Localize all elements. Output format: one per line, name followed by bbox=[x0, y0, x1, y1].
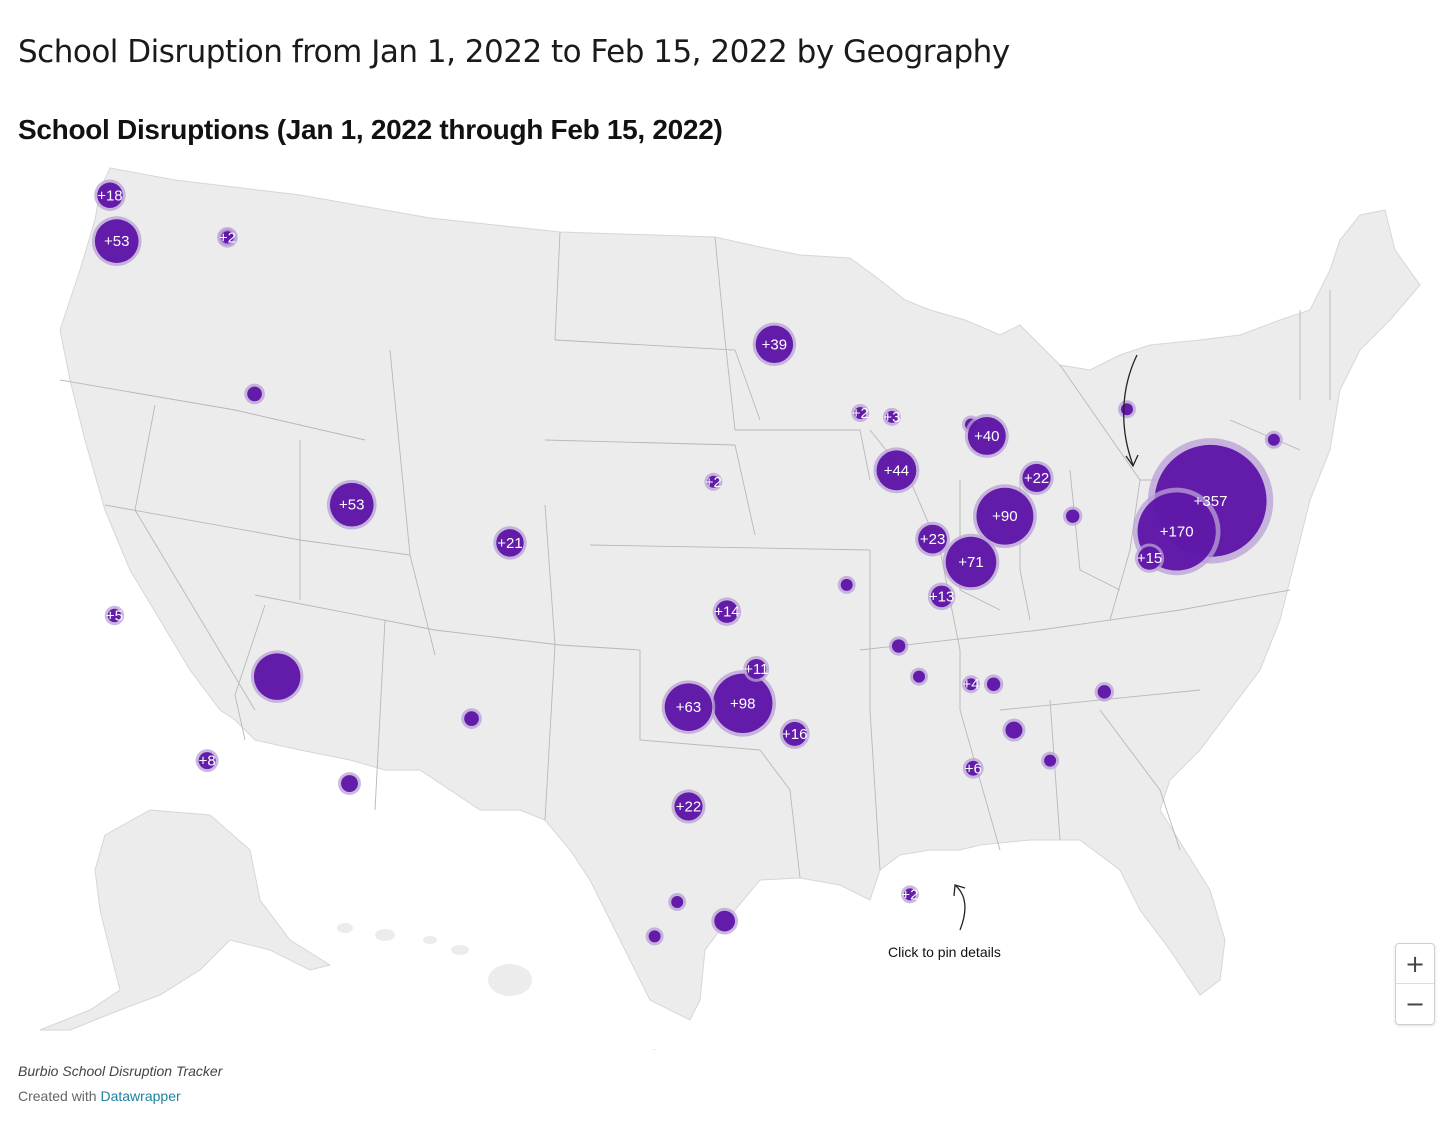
state-borders bbox=[59, 231, 1331, 879]
bubble-value-label: +6 bbox=[965, 760, 982, 777]
labeled-bubble[interactable] bbox=[930, 585, 953, 608]
bubble-value-label: +3 bbox=[883, 409, 900, 426]
bubble-value-label: +16 bbox=[782, 726, 807, 743]
bubble-value-label: +2 bbox=[705, 474, 722, 491]
bubble-value-label: +5 bbox=[106, 607, 123, 624]
land-layer bbox=[39, 167, 1421, 1031]
labeled-bubble[interactable] bbox=[965, 760, 981, 776]
us-bubble-map[interactable]: +357+170 +98 +90 +71 +63 +53 +53 +44 +40 +39 +23 +2… bbox=[0, 150, 1456, 1050]
labeled-bubble[interactable] bbox=[107, 608, 122, 623]
bubble-value-label: +8 bbox=[199, 753, 216, 770]
bubble-value-label: +44 bbox=[884, 462, 909, 479]
bubble-value-label: +21 bbox=[497, 535, 522, 552]
labeled-bubble[interactable] bbox=[976, 487, 1034, 545]
labeled-bubble[interactable] bbox=[1022, 463, 1051, 493]
labeled-bubble[interactable] bbox=[746, 659, 767, 679]
alaska-shape bbox=[39, 809, 332, 1031]
contiguous-us-shape bbox=[59, 167, 1421, 1021]
bubble-value-label: +53 bbox=[339, 497, 364, 514]
bubble-layer[interactable] bbox=[91, 179, 1283, 1050]
labeled-bubble[interactable] bbox=[94, 219, 139, 263]
chart-title: School Disruptions (Jan 1, 2022 through … bbox=[18, 114, 723, 145]
source-note: Burbio School Disruption Tracker bbox=[18, 1063, 223, 1079]
labeled-bubble[interactable] bbox=[965, 678, 977, 691]
annotation-arrowhead-top bbox=[1125, 454, 1139, 468]
labeled-bubble[interactable] bbox=[198, 752, 216, 770]
zoom-controls: + − bbox=[1395, 943, 1435, 1025]
labeled-bubble[interactable] bbox=[755, 325, 794, 363]
labeled-bubble[interactable] bbox=[496, 529, 524, 557]
annotation-arrow-top bbox=[1123, 354, 1138, 466]
credit-line: Created with Datawrapper bbox=[18, 1088, 181, 1104]
annotation-arrowhead-bottom bbox=[953, 884, 966, 897]
bubble-value-label: +71 bbox=[958, 554, 983, 571]
bubble-value-label: +40 bbox=[974, 428, 999, 445]
labeled-bubble[interactable] bbox=[674, 792, 703, 821]
bubble-value-label: +39 bbox=[762, 336, 787, 353]
bubble-value-label: +11 bbox=[744, 661, 768, 678]
bubble-value-label: +63 bbox=[676, 699, 701, 716]
bubble-value-label: +53 bbox=[104, 233, 129, 250]
labeled-bubble[interactable] bbox=[1137, 546, 1162, 570]
bubble-label-layer: +357+170 +98 +90 +71 +63 +53 +53 +44 +40 +39 +23 +2… bbox=[97, 187, 1228, 903]
unlabeled-bubble[interactable] bbox=[464, 711, 479, 726]
bubble-value-label: +90 bbox=[992, 508, 1017, 525]
labeled-bubble[interactable] bbox=[876, 450, 917, 491]
unlabeled-bubble[interactable] bbox=[1097, 685, 1112, 699]
bubble-value-label: +357 bbox=[1194, 493, 1228, 510]
bubble-value-label: +2 bbox=[219, 229, 236, 246]
unlabeled-bubble[interactable] bbox=[840, 578, 853, 591]
unlabeled-bubble[interactable] bbox=[1065, 509, 1080, 523]
credit-prefix: Created with bbox=[18, 1088, 97, 1104]
bubble-value-label: +98 bbox=[730, 695, 755, 712]
datawrapper-link[interactable]: Datawrapper bbox=[100, 1088, 181, 1104]
hawaii-shape bbox=[337, 923, 532, 996]
bubble-value-label: +2 bbox=[852, 405, 869, 422]
unlabeled-bubble[interactable] bbox=[913, 670, 926, 683]
labeled-bubble[interactable] bbox=[221, 231, 234, 244]
bubble-value-label: +170 bbox=[1160, 523, 1194, 540]
bubble-value-label: +13 bbox=[929, 588, 954, 605]
labeled-bubble[interactable] bbox=[707, 475, 720, 488]
unlabeled-bubble[interactable] bbox=[1267, 433, 1280, 446]
labeled-bubble[interactable] bbox=[885, 410, 898, 423]
labeled-bubble[interactable] bbox=[782, 721, 807, 746]
bubble-value-label: +14 bbox=[714, 604, 739, 621]
labeled-bubble[interactable] bbox=[664, 683, 713, 731]
labeled-bubble[interactable] bbox=[329, 482, 374, 527]
unlabeled-bubble[interactable] bbox=[253, 653, 301, 700]
zoom-in-button[interactable]: + bbox=[1404, 949, 1426, 978]
unlabeled-bubble[interactable] bbox=[1120, 403, 1133, 416]
labeled-bubble[interactable] bbox=[918, 524, 947, 554]
bubble-value-label: +15 bbox=[1137, 550, 1162, 567]
labeled-bubble[interactable] bbox=[967, 416, 1006, 455]
labeled-bubble[interactable] bbox=[713, 673, 773, 734]
unlabeled-bubble[interactable] bbox=[648, 930, 661, 943]
unlabeled-bubble[interactable] bbox=[714, 910, 736, 932]
unlabeled-bubble[interactable] bbox=[1005, 721, 1023, 739]
page-title: School Disruption from Jan 1, 2022 to Fe… bbox=[18, 34, 1010, 70]
bubble-value-label: +22 bbox=[676, 798, 701, 815]
unlabeled-bubble[interactable] bbox=[986, 677, 1001, 691]
bubble-value-label: +22 bbox=[1024, 470, 1049, 487]
labeled-bubble[interactable] bbox=[854, 407, 867, 420]
labeled-bubble[interactable] bbox=[97, 182, 123, 209]
unlabeled-bubble[interactable] bbox=[247, 386, 262, 402]
bubble-value-label: +23 bbox=[920, 531, 945, 548]
bubble-value-label: +18 bbox=[97, 187, 122, 204]
labeled-bubble[interactable] bbox=[715, 600, 739, 623]
unlabeled-bubble[interactable] bbox=[341, 775, 358, 793]
unlabeled-bubble[interactable] bbox=[671, 895, 684, 908]
labeled-bubble[interactable] bbox=[945, 536, 997, 588]
labeled-bubble[interactable] bbox=[903, 888, 916, 901]
unlabeled-bubble[interactable] bbox=[1044, 754, 1057, 767]
annotation-text: Click to pin details bbox=[888, 944, 1001, 960]
unlabeled-bubble[interactable] bbox=[891, 639, 906, 653]
zoom-out-button[interactable]: − bbox=[1396, 983, 1434, 1023]
annotation-arrow-bottom bbox=[955, 885, 966, 931]
bubble-value-label: +4 bbox=[962, 676, 979, 693]
bubble-value-label: +2 bbox=[901, 886, 918, 903]
